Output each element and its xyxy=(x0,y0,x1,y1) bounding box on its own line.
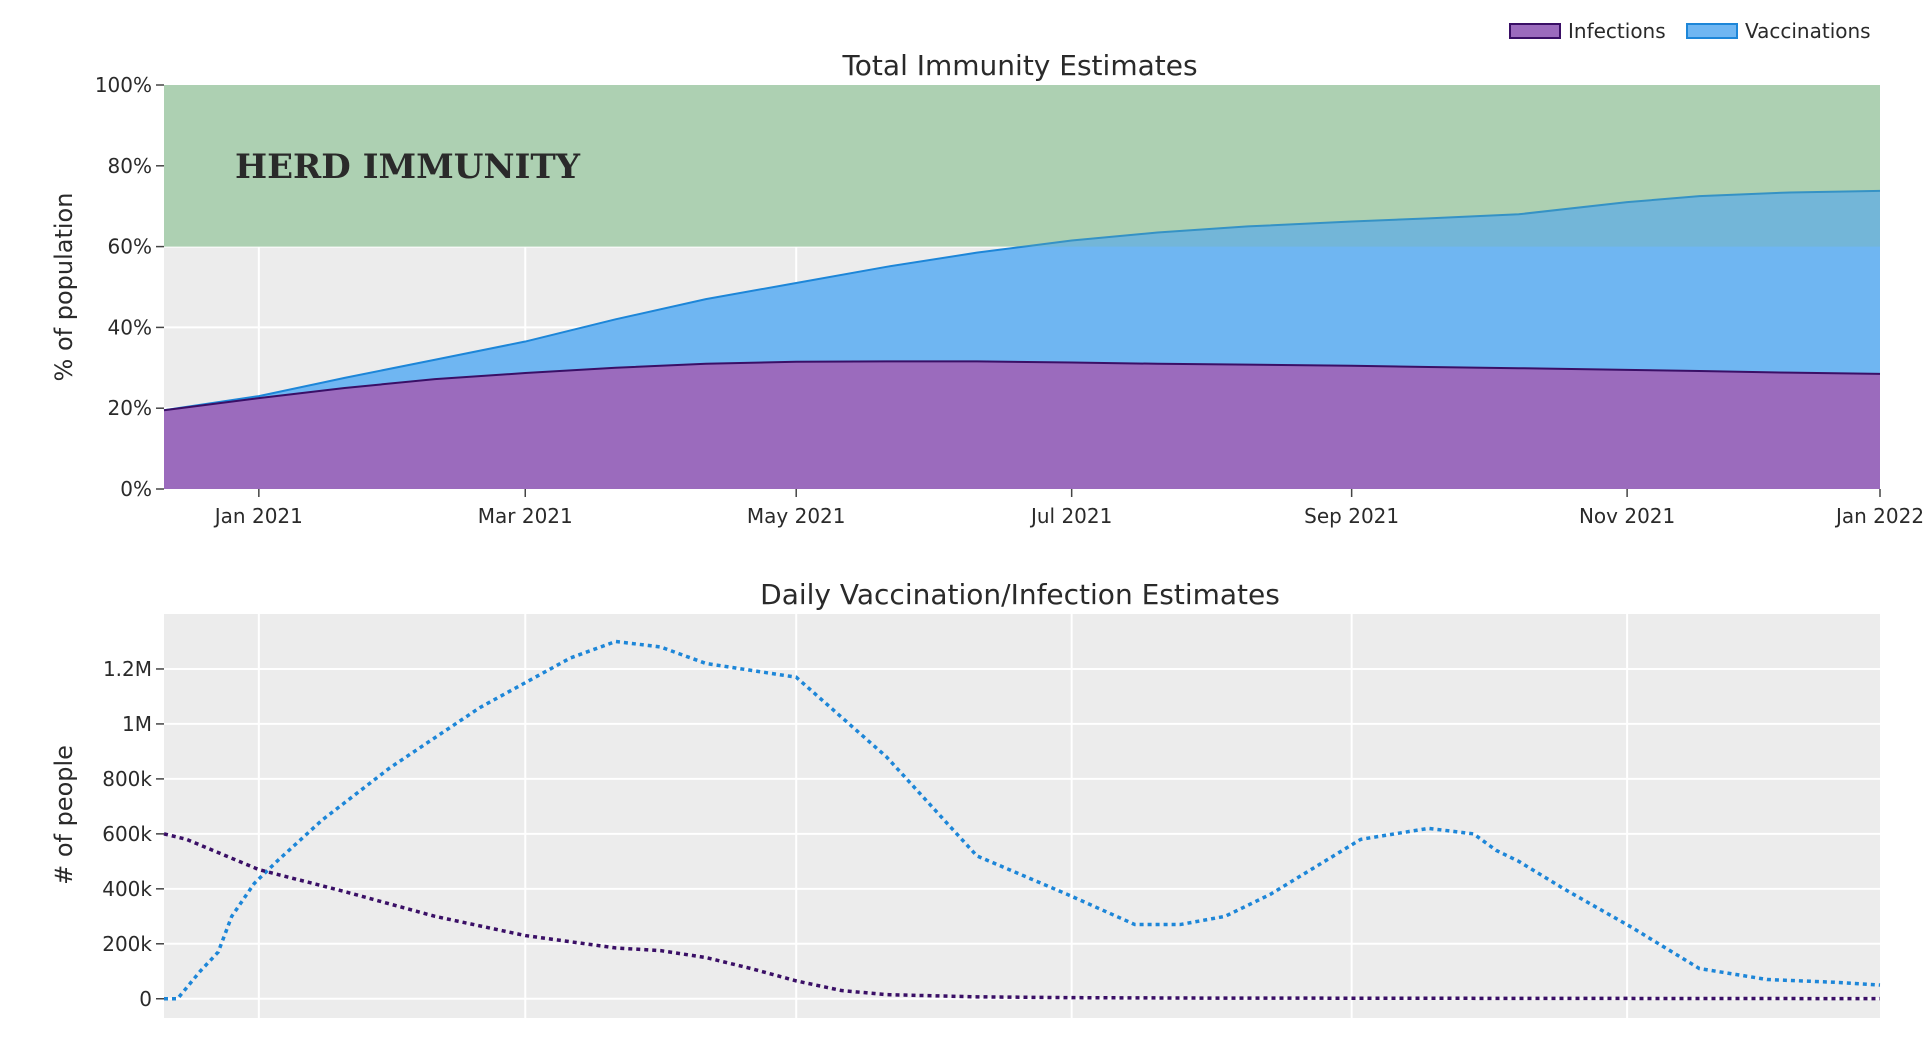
plot-area-daily[interactable] xyxy=(164,614,1880,1018)
y-tick-label: 600k xyxy=(102,822,152,846)
legend-item-infections[interactable]: Infections xyxy=(1509,19,1666,43)
legend-swatch-vaccinations xyxy=(1686,23,1738,39)
daily-chart: Daily Vaccination/Infection Estimates 0 2… xyxy=(50,578,1881,1018)
chart-title-daily: Daily Vaccination/Infection Estimates xyxy=(760,578,1280,611)
vaccinations-line xyxy=(163,189,1881,412)
x-tick-label: Mar 2021 xyxy=(478,504,573,528)
y-axis-daily: 0 200k 400k 600k 800k 1M 1.2M xyxy=(102,657,164,1011)
y-axis-title-immunity: % of population xyxy=(50,193,78,382)
y-tick-label: 80% xyxy=(108,154,152,178)
herd-immunity-label: HERD IMMUNITY xyxy=(235,147,581,187)
infections-line xyxy=(163,360,1881,412)
x-axis-immunity: Jan 2021 Mar 2021 May 2021 Jul 2021 Sep 2021… xyxy=(213,489,1924,528)
y-tick-label: 100% xyxy=(95,73,152,97)
y-tick-label: 60% xyxy=(108,235,152,259)
x-tick-label: May 2021 xyxy=(747,504,846,528)
y-tick-label: 40% xyxy=(108,315,152,339)
x-tick-label: Nov 2021 xyxy=(1579,504,1675,528)
y-tick-label: 400k xyxy=(102,877,152,901)
legend[interactable]: Infections Vaccinations xyxy=(1509,19,1871,43)
y-tick-label: 1.2M xyxy=(103,657,152,681)
infections-area[interactable] xyxy=(164,361,1880,489)
x-tick-label: Jan 2021 xyxy=(213,504,303,528)
immunity-chart: Total Immunity Estimates HERD IMMUNITY 0… xyxy=(50,49,1924,528)
x-tick-label: Jan 2022 xyxy=(1834,504,1924,528)
legend-label-infections: Infections xyxy=(1568,19,1666,43)
x-tick-label: Sep 2021 xyxy=(1304,504,1399,528)
legend-label-vaccinations: Vaccinations xyxy=(1745,19,1871,43)
vaccinations-daily-line[interactable] xyxy=(164,639,1881,1001)
herd-immunity-overlay xyxy=(164,85,1880,247)
y-tick-label: 1M xyxy=(122,712,152,736)
legend-swatch-infections xyxy=(1509,23,1561,39)
y-tick-label: 0% xyxy=(120,477,152,501)
y-tick-label: 20% xyxy=(108,396,152,420)
y-tick-label: 800k xyxy=(102,767,152,791)
y-tick-label: 0 xyxy=(139,987,152,1011)
y-axis-title-daily: # of people xyxy=(50,745,78,885)
y-tick-label: 200k xyxy=(102,932,152,956)
y-axis-immunity: 0% 20% 40% 60% 80% 100% xyxy=(95,73,164,501)
x-tick-label: Jul 2021 xyxy=(1029,504,1112,528)
legend-item-vaccinations[interactable]: Vaccinations xyxy=(1686,19,1871,43)
chart-title-immunity: Total Immunity Estimates xyxy=(841,49,1197,82)
